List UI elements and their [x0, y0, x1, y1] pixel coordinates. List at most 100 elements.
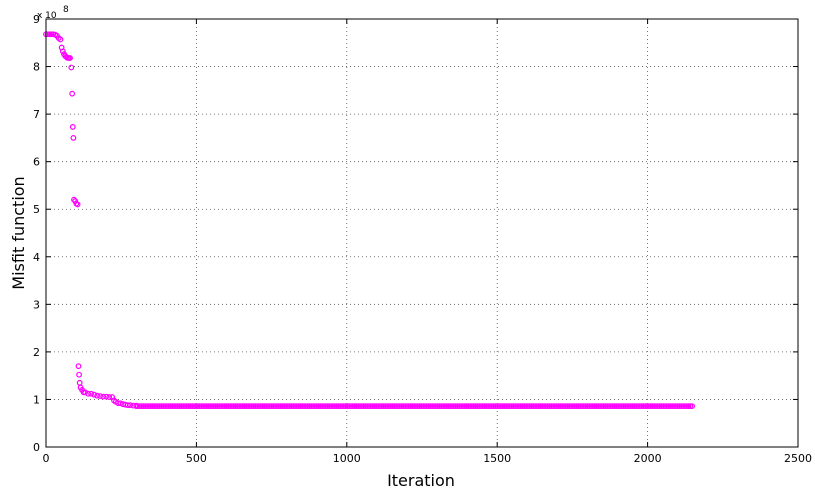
data-point [360, 403, 367, 410]
data-point [427, 403, 434, 410]
y-tick-label: 0 [33, 441, 40, 454]
data-point [176, 403, 183, 410]
data-point [530, 403, 537, 410]
data-point [274, 403, 280, 410]
data-point [243, 403, 250, 410]
data-point [441, 403, 448, 410]
data-point [330, 403, 336, 410]
data-point [293, 403, 300, 410]
data-point [151, 403, 158, 410]
data-point [532, 403, 539, 410]
data-point [553, 403, 560, 410]
data-point [281, 403, 288, 410]
data-point [608, 403, 614, 410]
data-point [133, 403, 140, 410]
data-point [70, 134, 77, 141]
data-point [636, 403, 643, 410]
data-point [331, 403, 338, 410]
data-point [239, 403, 246, 410]
data-point [232, 403, 239, 410]
data-point [413, 403, 419, 410]
data-point [270, 403, 277, 410]
data-point [487, 403, 493, 410]
x-tick-label: 0 [43, 452, 50, 465]
data-point [438, 403, 445, 410]
data-point [431, 403, 437, 410]
data-point [546, 403, 553, 410]
data-point [74, 201, 81, 208]
data-point [367, 403, 374, 410]
data-point [223, 403, 230, 410]
data-point [82, 389, 89, 396]
data-point [230, 403, 237, 410]
data-point [478, 403, 484, 410]
data-point [396, 403, 403, 410]
data-point [358, 403, 365, 410]
data-point [57, 36, 64, 43]
data-point [423, 403, 430, 410]
data-point [571, 403, 578, 410]
data-point [135, 403, 141, 410]
data-point [434, 403, 441, 410]
data-point [649, 403, 656, 410]
data-point [187, 403, 194, 410]
data-point [476, 403, 483, 410]
data-point [142, 403, 149, 410]
data-point [209, 403, 215, 410]
data-point [348, 403, 354, 410]
data-point [182, 403, 188, 410]
data-point [654, 403, 661, 410]
data-point [378, 403, 385, 410]
data-point [443, 403, 450, 410]
data-point [606, 403, 612, 410]
data-point [449, 403, 455, 410]
data-point [548, 403, 555, 410]
data-point [418, 403, 425, 410]
data-point [422, 403, 428, 410]
data-point [651, 403, 658, 410]
data-point [499, 403, 506, 410]
data-point [106, 394, 113, 400]
y-tick-label: 1 [33, 393, 40, 406]
data-point [342, 403, 349, 410]
data-point [200, 403, 206, 410]
data-point [321, 403, 327, 410]
data-point [645, 403, 652, 410]
y-axis-label: Misfit function [9, 176, 28, 289]
data-point [633, 403, 640, 410]
data-point [165, 403, 172, 410]
data-point [94, 392, 101, 399]
data-point [268, 403, 275, 410]
data-point [420, 403, 427, 410]
data-point [510, 403, 517, 410]
data-point [369, 403, 376, 410]
data-point [544, 403, 551, 410]
data-point [497, 403, 504, 410]
y-tick-labels: 0 1 2 3 4 5 6 7 8 9 [33, 13, 40, 454]
data-point [658, 403, 665, 410]
data-point [577, 403, 584, 410]
data-point [555, 403, 562, 410]
data-point [671, 403, 677, 410]
data-point [485, 403, 492, 410]
data-point [171, 403, 178, 410]
data-point [467, 403, 474, 410]
data-point [290, 403, 297, 410]
data-point [600, 403, 607, 410]
data-point [674, 403, 681, 410]
data-point [429, 403, 436, 410]
data-point [247, 403, 253, 410]
data-point [629, 403, 636, 410]
x-tick-label: 2000 [634, 452, 662, 465]
data-point [183, 403, 190, 410]
data-point [586, 403, 593, 410]
data-point [286, 403, 293, 410]
data-point [67, 55, 73, 61]
data-point [69, 90, 76, 97]
data-point [371, 403, 378, 410]
data-point [647, 403, 654, 410]
data-point [324, 403, 331, 410]
data-point [322, 403, 329, 410]
data-point [667, 403, 674, 410]
data-point [214, 403, 221, 410]
